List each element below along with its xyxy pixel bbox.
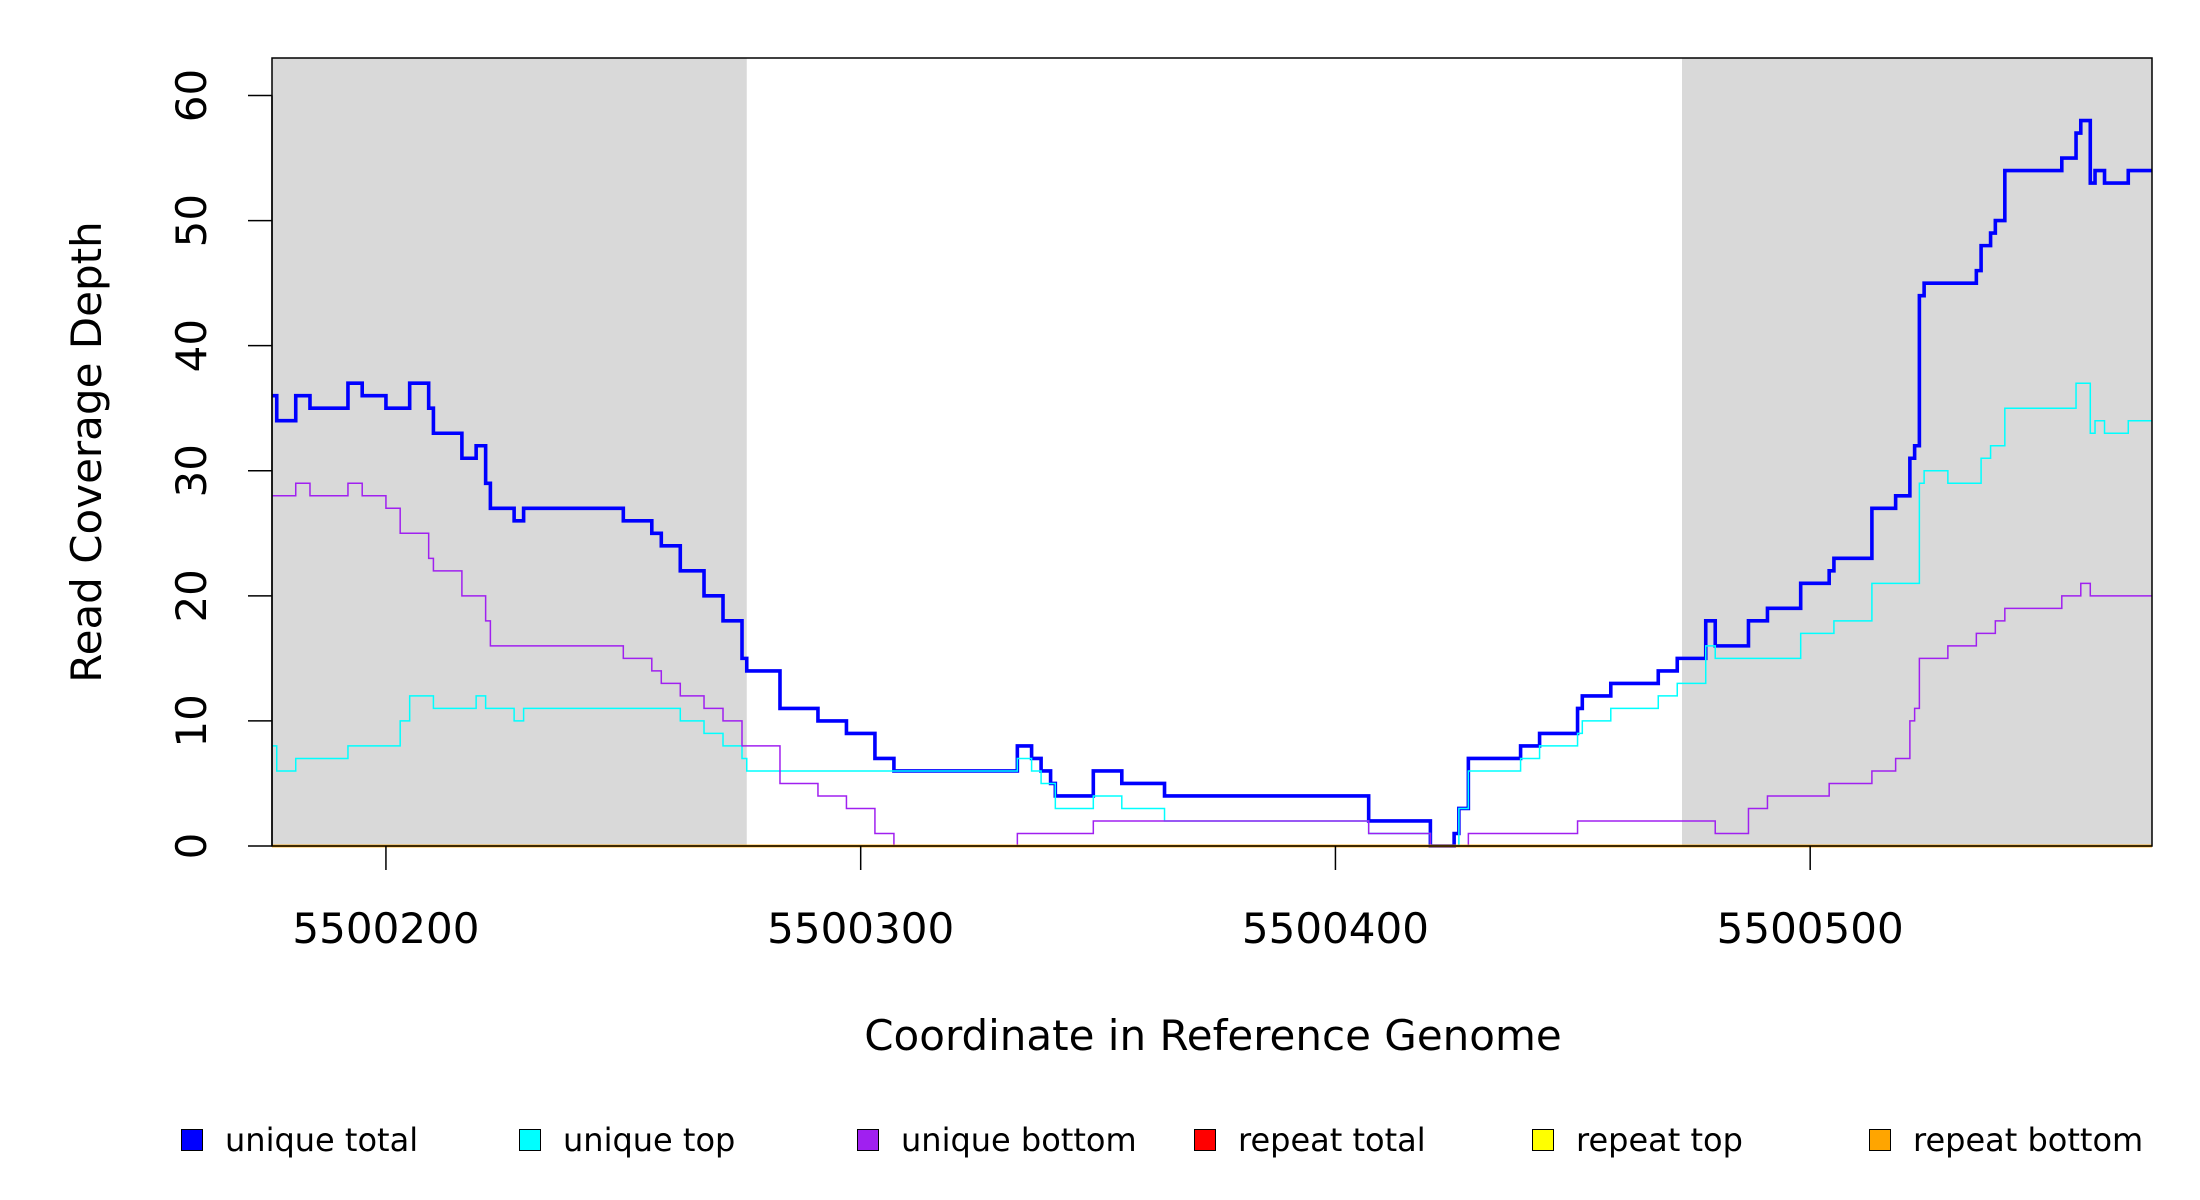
shaded-regions: [272, 58, 2152, 846]
legend-item-repeat-top: repeat top: [1532, 1120, 1743, 1160]
x-axis: 5500200 5500300 5500400 5500500: [292, 846, 1904, 953]
x-tick-label: 5500400: [1242, 904, 1429, 953]
x-tick-label: 5500300: [767, 904, 954, 953]
series-line-unique-total: [272, 118, 2152, 848]
y-tick-label: 50: [167, 194, 216, 247]
shaded-region-0: [272, 58, 747, 846]
legend-item-repeat-bottom: repeat bottom: [1869, 1120, 2143, 1160]
series-line-unique-top: [272, 382, 2152, 847]
legend-item-unique-total: unique total: [181, 1120, 418, 1160]
legend-label: unique total: [225, 1121, 419, 1159]
y-tick-label: 20: [167, 569, 216, 622]
legend-label: repeat bottom: [1913, 1121, 2144, 1159]
legend-swatch: [1532, 1129, 1554, 1151]
y-tick-label: 30: [167, 444, 216, 497]
x-axis-title: Coordinate in Reference Genome: [864, 1011, 1562, 1060]
legend-label: unique top: [563, 1121, 736, 1159]
shaded-region-1: [1682, 58, 2152, 846]
y-tick-label: 0: [167, 833, 216, 860]
legend-swatch: [857, 1129, 879, 1151]
y-tick-label: 40: [167, 319, 216, 372]
legend-label: repeat total: [1238, 1121, 1426, 1159]
legend-item-repeat-total: repeat total: [1194, 1120, 1426, 1160]
y-axis: 0 10 20 30 40 50 60: [167, 69, 273, 860]
legend: unique total unique top unique bottom repea…: [0, 1120, 2200, 1160]
legend-swatch: [181, 1129, 203, 1151]
legend-swatch: [1869, 1129, 1891, 1151]
legend-item-unique-top: unique top: [519, 1120, 735, 1160]
legend-swatch: [519, 1129, 541, 1151]
x-tick-label: 5500200: [292, 904, 479, 953]
legend-swatch: [1194, 1129, 1216, 1151]
y-axis-title: Read Coverage Depth: [62, 221, 111, 682]
y-tick-label: 10: [167, 694, 216, 747]
legend-item-unique-bottom: unique bottom: [857, 1120, 1137, 1160]
y-tick-label: 60: [167, 69, 216, 122]
x-tick-label: 5500500: [1717, 904, 1904, 953]
series-line-unique-bottom: [272, 482, 2152, 847]
legend-label: repeat top: [1576, 1121, 1743, 1159]
legend-label: unique bottom: [901, 1121, 1137, 1159]
